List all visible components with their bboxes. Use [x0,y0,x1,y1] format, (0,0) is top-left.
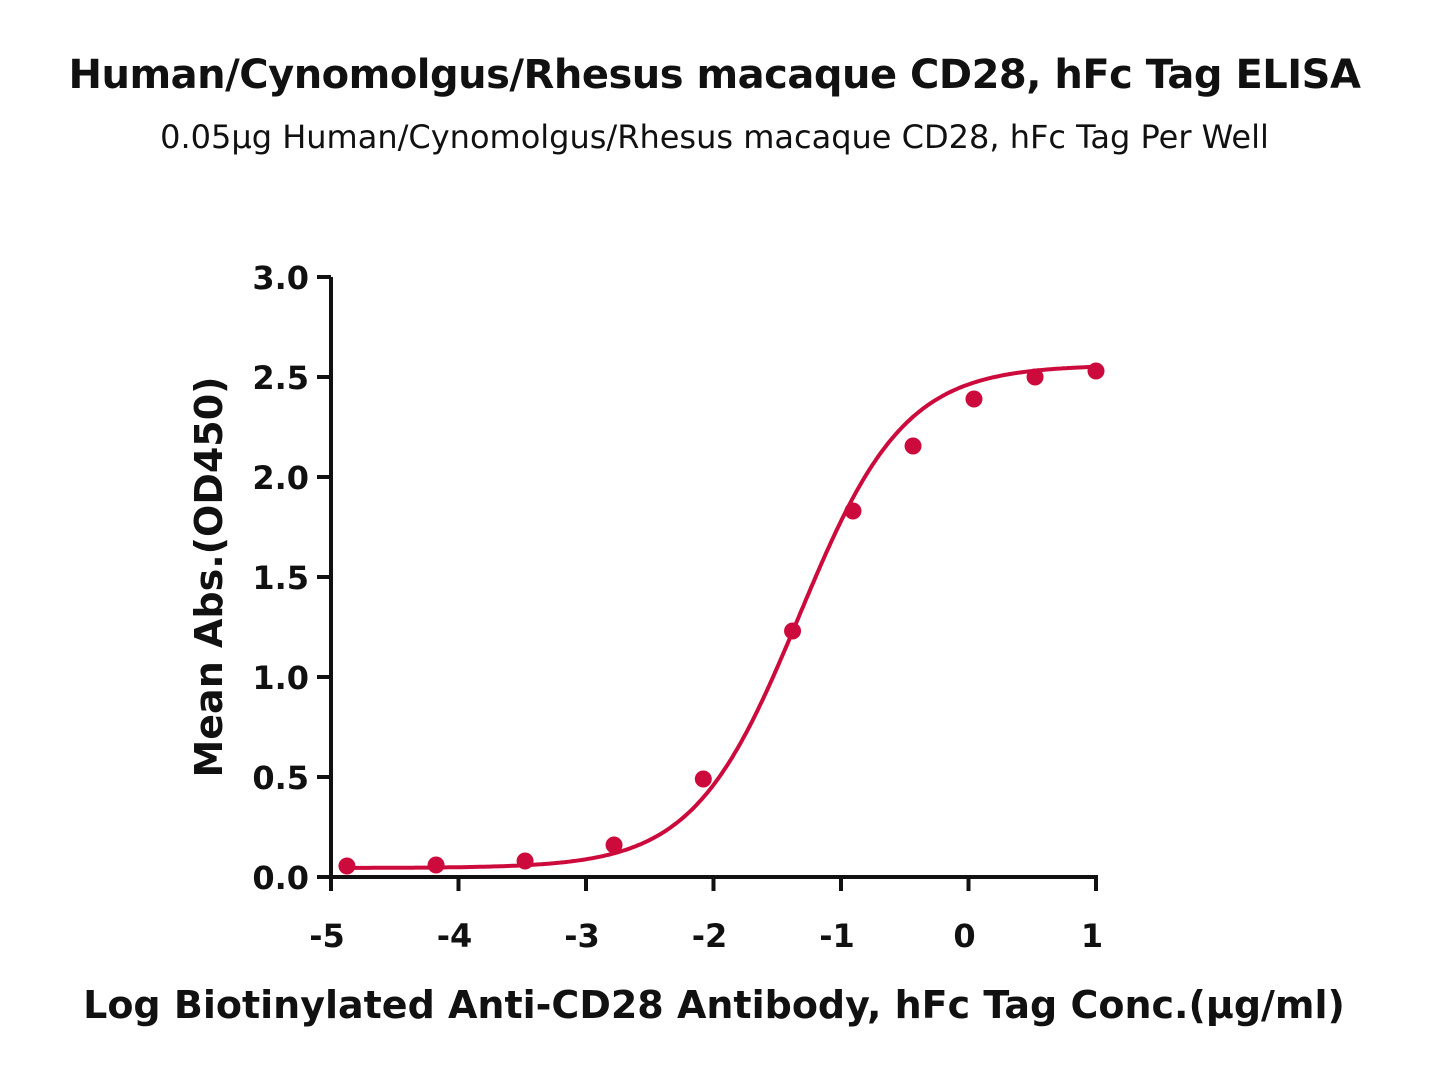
data-point [516,852,534,870]
data-point [844,502,862,520]
fit-curve [346,364,1095,870]
y-tick-label: 2.0 [252,459,309,497]
chart-subtitle: 0.05μg Human/Cynomolgus/Rhesus macaque C… [160,118,1269,156]
data-point [694,770,712,788]
x-tick-label: -1 [819,917,855,955]
x-axis-label: Log Biotinylated Anti-CD28 Antibody, hFc… [83,983,1345,1027]
x-tick-label: 0 [953,917,975,955]
y-axis-label: Mean Abs.(OD450) [187,376,231,777]
y-tick-label: 1.0 [252,659,309,697]
data-point [338,857,356,875]
data-point [1087,362,1105,380]
data-point [1026,368,1044,386]
x-tick-label: 1 [1081,917,1103,955]
x-tick-label: -3 [564,917,600,955]
x-tick-label: -5 [309,917,345,955]
data-point [427,856,445,874]
x-tick-label: -2 [692,917,728,955]
chart-title: Human/Cynomolgus/Rhesus macaque CD28, hF… [68,52,1361,98]
data-point [904,437,922,455]
data-point [605,836,623,854]
data-point [965,390,983,408]
y-tick-label: 3.0 [252,259,309,297]
y-tick-label: 2.5 [252,359,309,397]
y-tick-label: 0.5 [252,759,309,797]
y-tick-label: 1.5 [252,559,309,597]
y-tick-label: 0.0 [252,859,309,897]
data-point [784,622,802,640]
x-tick-label: -4 [437,917,473,955]
